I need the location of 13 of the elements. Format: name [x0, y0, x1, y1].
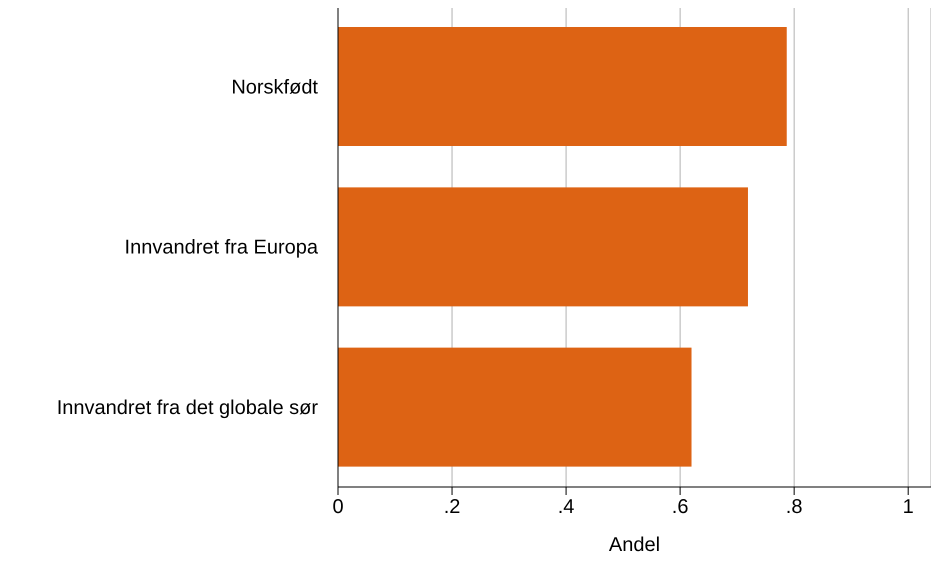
- x-tick-label: .2: [444, 496, 460, 518]
- y-tick-label: Innvandret fra det globale sør: [56, 396, 318, 419]
- x-tick-label: .4: [558, 496, 574, 518]
- y-tick-label: Innvandret fra Europa: [124, 236, 319, 259]
- x-tick-label: 0: [332, 496, 344, 518]
- x-tick-label: 1: [902, 496, 914, 518]
- bar: [338, 187, 748, 306]
- bar: [338, 27, 787, 146]
- bar: [338, 348, 692, 467]
- x-axis-title: Andel: [608, 534, 660, 556]
- x-tick-label: .6: [672, 496, 688, 518]
- x-tick-label: .8: [786, 496, 802, 518]
- y-tick-label: Norskfødt: [231, 76, 318, 98]
